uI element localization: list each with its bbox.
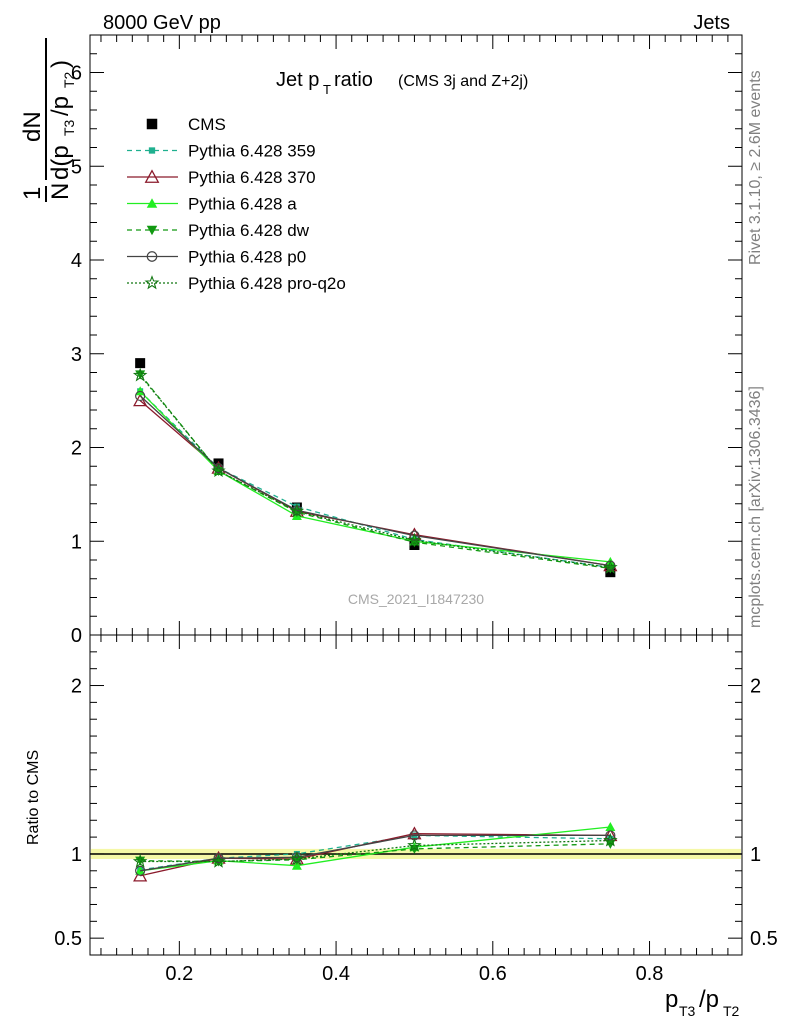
rivet-version-label: Rivet 3.1.10, ≥ 2.6M events <box>747 70 764 265</box>
series <box>132 358 618 882</box>
ylabel-sub-t3: T3 <box>61 119 77 136</box>
legend-marker-pythia-6-428-pro-q2o <box>144 275 160 290</box>
data-point-pythia-6-428-dw <box>135 370 146 380</box>
xlabel-p: p <box>665 986 678 1013</box>
ratio-line-pythia-6-428-p0 <box>140 834 611 872</box>
legend-marker-pythia-6-428-370 <box>144 169 160 183</box>
legend-label-pythia-6-428-370: Pythia 6.428 370 <box>188 168 316 187</box>
title-rest: ratio <box>334 69 373 91</box>
ratio-point-pythia-6-428-a <box>291 860 302 870</box>
data-point-pythia-6-428-pro-q2o <box>289 503 305 518</box>
series-line-pythia-6-428-dw <box>139 373 611 570</box>
chart-title: Jet p T ratio (CMS 3j and Z+2j) <box>276 69 528 97</box>
legend-marker-pythia-6-428-p0 <box>146 251 158 262</box>
ratio-point-pythia-6-428-370 <box>133 868 148 882</box>
series-line-pythia-6-428-p0 <box>139 395 611 567</box>
main-y-axis-label: 1 N dN d(p T3 /p T2 ) <box>19 38 77 202</box>
y-tick-label: 0 <box>71 625 82 647</box>
ratio-point-pythia-6-428-p0 <box>605 830 616 841</box>
ylabel-close: ) <box>47 60 74 68</box>
xlabel-sub-t3: T3 <box>679 1003 696 1019</box>
source-label: mcplots.cern.ch [arXiv:1306.3436] <box>747 386 764 628</box>
data-point-pythia-6-428-pro-q2o <box>132 367 148 382</box>
x-tick-label: 0.2 <box>165 963 193 985</box>
legend-label-pythia-6-428-pro-q2o: Pythia 6.428 pro-q2o <box>188 274 346 293</box>
ratio-line-pythia-6-428-pro-q2o <box>140 839 611 863</box>
ratio-y-tick-label-right: 0.5 <box>750 928 778 950</box>
ylabel-dn: dN <box>19 111 46 142</box>
ylabel-sub-t2: T2 <box>61 71 77 88</box>
series-line-pythia-6-428-pro-q2o <box>139 374 611 569</box>
title-main: Jet p <box>276 69 319 91</box>
y-tick-label: 6 <box>71 63 82 85</box>
ylabel-frac-n: 1 <box>19 187 46 200</box>
ratio-point-pythia-6-428-pro-q2o <box>132 853 148 868</box>
data-point-pythia-6-428-a <box>135 386 146 396</box>
ratio-y-tick-label: 0.5 <box>54 928 82 950</box>
y-tick-label: 3 <box>71 344 82 366</box>
ratio-panel-frame <box>89 634 743 956</box>
ratio-y-tick-label-right: 2 <box>750 676 761 698</box>
ratio-point-pythia-6-428-dw <box>291 855 302 865</box>
legend-label-pythia-6-428-a: Pythia 6.428 a <box>188 195 297 214</box>
ratio-y-axis-label: Ratio to CMS <box>25 750 42 845</box>
ratio-point-pythia-6-428-a <box>605 822 616 831</box>
legend: CMS Pythia 6.428 359 Pythia 6.428 370 Pythi… <box>127 115 346 293</box>
xlabel-slash: /p <box>699 986 719 1013</box>
ylabel-slash: /p <box>47 96 74 116</box>
data-point-pythia-6-428-pro-q2o <box>603 559 618 574</box>
xlabel-sub-t2: T2 <box>723 1003 740 1019</box>
ratio-point-pythia-6-428-p0 <box>213 853 224 864</box>
ratio-point-pythia-6-428-pro-q2o <box>289 851 305 866</box>
ratio-point-pythia-6-428-dw <box>135 856 146 866</box>
ratio-point-pythia-6-428-pro-q2o <box>211 853 226 868</box>
y-tick-label: 5 <box>71 156 82 178</box>
x-tick-label: 0.6 <box>479 963 507 985</box>
legend-label-pythia-6-428-dw: Pythia 6.428 dw <box>188 221 310 240</box>
ratio-y-tick-label-right: 1 <box>750 844 761 866</box>
data-point-pythia-6-428-pro-q2o <box>211 463 226 478</box>
analysis-watermark: CMS_2021_I1847230 <box>348 591 484 607</box>
legend-label-pythia-6-428-359: Pythia 6.428 359 <box>188 142 316 161</box>
y-tick-label: 4 <box>71 250 82 272</box>
ratio-y-tick-label: 2 <box>71 676 82 698</box>
x-tick-label: 0.8 <box>636 963 664 985</box>
uncertainty-band <box>90 848 742 859</box>
data-point-pythia-6-428-p0 <box>135 390 146 402</box>
ratio-point-pythia-6-428-pro-q2o <box>603 832 618 847</box>
legend-marker-cms <box>146 118 158 130</box>
title-subscript: T <box>323 82 331 97</box>
x-tick-label: 0.4 <box>322 963 350 985</box>
data-point-pythia-6-428-pro-q2o <box>407 532 422 547</box>
ratio-y-tick-label: 1 <box>71 844 82 866</box>
ratio-point-pythia-6-428-p0 <box>135 865 146 876</box>
title-note: (CMS 3j and Z+2j) <box>398 73 528 90</box>
ratio-point-pythia-6-428-359 <box>607 835 614 842</box>
data-point-pythia-6-428-370 <box>133 393 148 407</box>
series-line-pythia-6-428-370 <box>139 400 611 567</box>
legend-marker-pythia-6-428-dw <box>146 225 158 236</box>
y-tick-label: 1 <box>71 531 82 553</box>
ylabel-n: N <box>47 183 74 200</box>
y-tick-label: 2 <box>71 438 82 460</box>
legend-label-cms: CMS <box>188 115 226 134</box>
legend-marker-pythia-6-428-359 <box>148 147 156 154</box>
energy-label: 8000 GeV pp <box>103 12 221 34</box>
category-label: Jets <box>693 12 730 34</box>
series-line-pythia-6-428-359 <box>139 390 611 569</box>
series-line-pythia-6-428-a <box>139 390 611 563</box>
ylabel-denominator: d(p <box>47 145 74 180</box>
axes: 0.2 0.4 0.6 0.8 0 1 2 3 4 5 6 0.5 0.5 1 1 2 2 <box>54 34 778 985</box>
x-axis-label: p T3 /p T2 <box>665 986 740 1019</box>
ratio-point-pythia-6-428-pro-q2o <box>407 837 422 852</box>
legend-marker-pythia-6-428-a <box>146 198 158 208</box>
legend-label-pythia-6-428-p0: Pythia 6.428 p0 <box>188 248 306 267</box>
data-point-cms <box>135 358 146 369</box>
